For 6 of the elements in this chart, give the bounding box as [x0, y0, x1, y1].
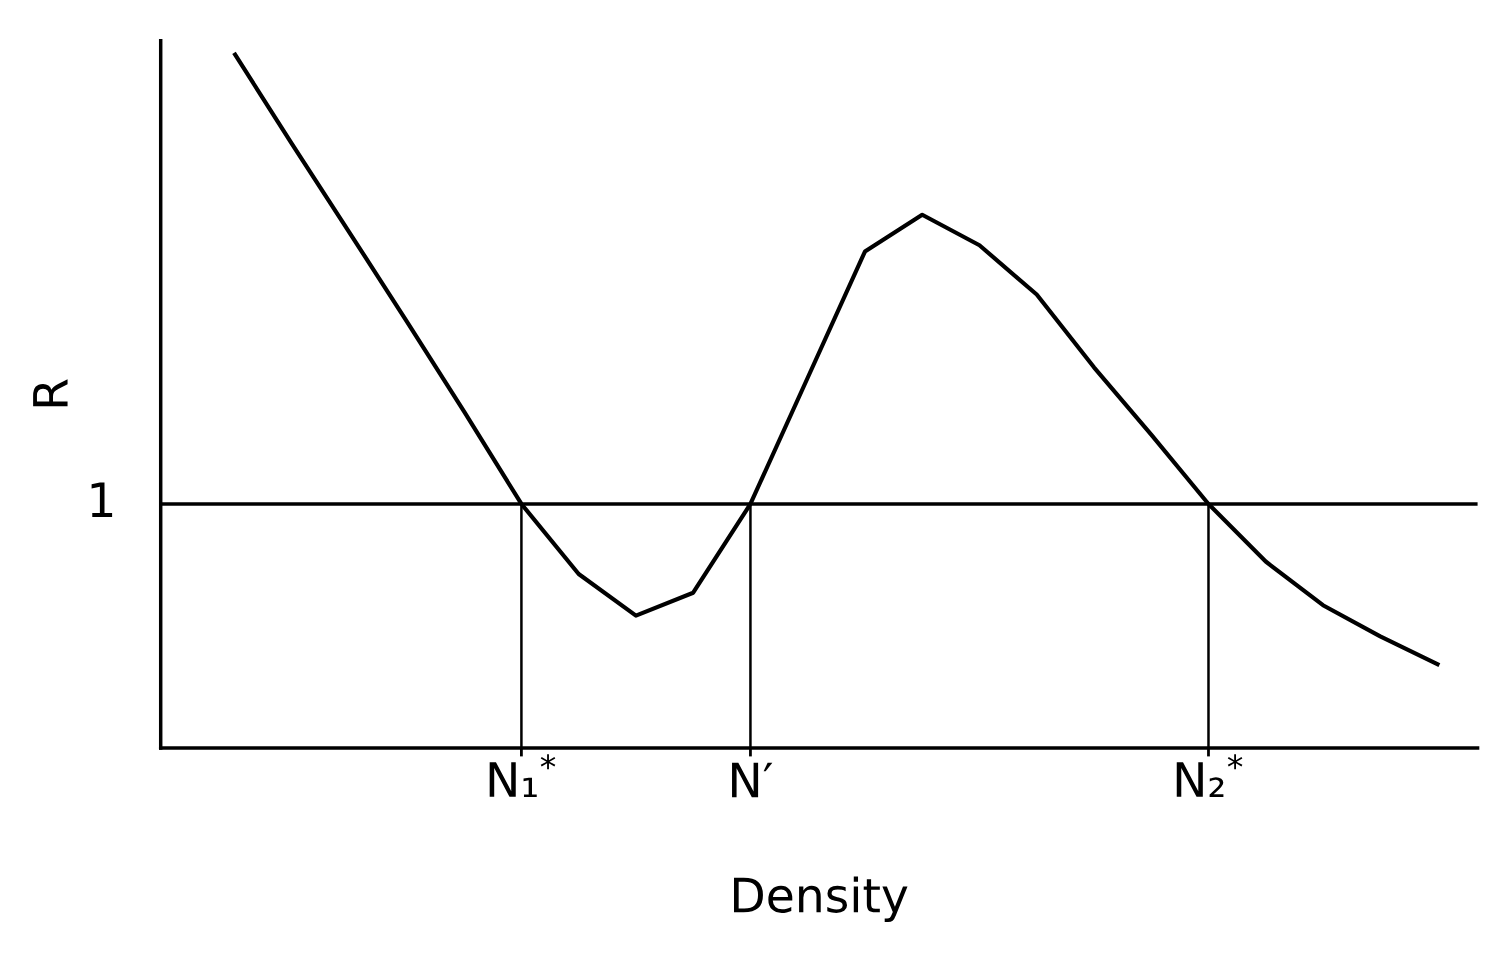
x-tick-label: N₂$^{*}$	[1176, 754, 1243, 797]
text: 1	[91, 482, 113, 517]
x-tick-label: N′	[732, 762, 773, 798]
x-axis-title: Density	[734, 876, 908, 923]
x-tick-label: N₁$^{*}$	[489, 754, 556, 797]
y-axis-title: R	[33, 379, 68, 407]
